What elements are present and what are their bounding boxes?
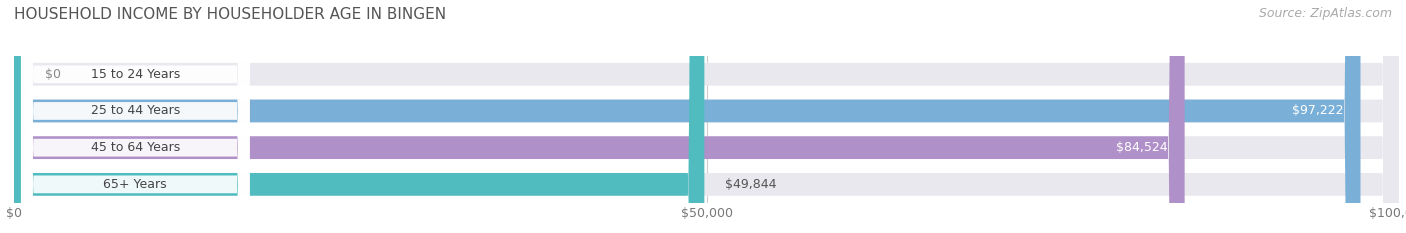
FancyBboxPatch shape — [14, 0, 704, 233]
Text: HOUSEHOLD INCOME BY HOUSEHOLDER AGE IN BINGEN: HOUSEHOLD INCOME BY HOUSEHOLDER AGE IN B… — [14, 7, 446, 22]
Text: $49,844: $49,844 — [725, 178, 776, 191]
FancyBboxPatch shape — [21, 0, 249, 233]
FancyBboxPatch shape — [14, 0, 1361, 233]
FancyBboxPatch shape — [14, 0, 1399, 233]
Text: Source: ZipAtlas.com: Source: ZipAtlas.com — [1258, 7, 1392, 20]
FancyBboxPatch shape — [14, 0, 1185, 233]
FancyBboxPatch shape — [21, 0, 249, 233]
FancyBboxPatch shape — [14, 0, 1399, 233]
FancyBboxPatch shape — [21, 0, 249, 233]
FancyBboxPatch shape — [14, 0, 1399, 233]
Text: 45 to 64 Years: 45 to 64 Years — [90, 141, 180, 154]
FancyBboxPatch shape — [21, 0, 249, 233]
FancyBboxPatch shape — [14, 0, 1399, 233]
Text: 65+ Years: 65+ Years — [104, 178, 167, 191]
Text: $84,524: $84,524 — [1116, 141, 1168, 154]
Text: $0: $0 — [45, 68, 60, 81]
Text: $97,222: $97,222 — [1292, 104, 1344, 117]
Text: 25 to 44 Years: 25 to 44 Years — [90, 104, 180, 117]
Text: 15 to 24 Years: 15 to 24 Years — [90, 68, 180, 81]
